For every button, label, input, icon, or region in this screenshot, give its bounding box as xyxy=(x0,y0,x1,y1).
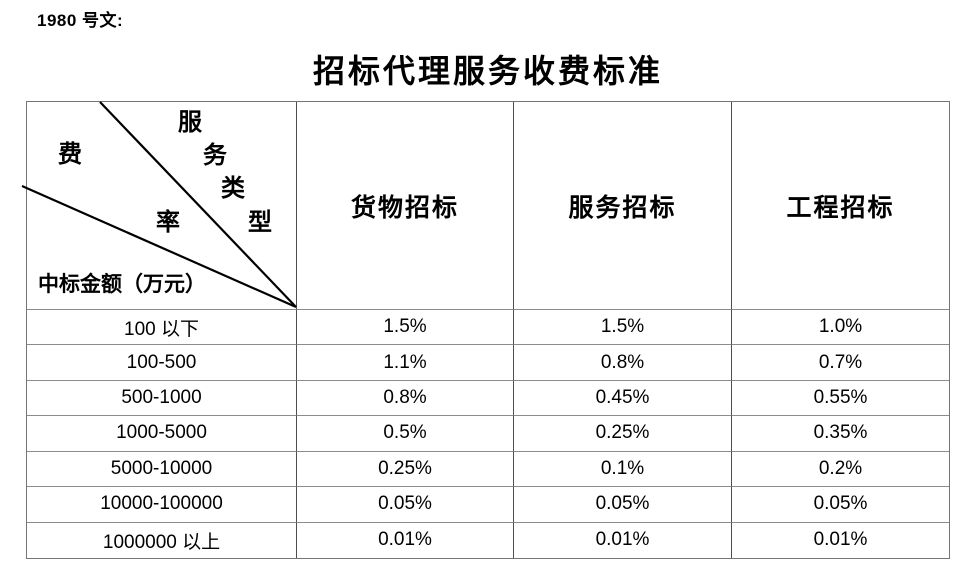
rate-cell: 0.01% xyxy=(514,522,732,558)
rate-cell: 1.1% xyxy=(297,345,514,381)
rate-cell: 0.7% xyxy=(732,345,949,381)
amount-cell: 5000-10000 xyxy=(27,451,297,488)
rate-cell: 0.5% xyxy=(297,416,514,452)
rate-cell: 0.8% xyxy=(297,380,514,417)
corner-cell: 服 务 类 型 费 率 中标金额（万元） xyxy=(21,101,297,310)
rate-cell: 0.55% xyxy=(732,381,949,417)
corner-amount-label: 中标金额（万元） xyxy=(38,272,206,296)
page-title: 招标代理服务收费标准 xyxy=(312,53,663,89)
rate-cell: 0.35% xyxy=(732,416,949,452)
rate-cell: 0.8% xyxy=(514,345,732,381)
rate-cell: 0.05% xyxy=(297,487,514,523)
amount-cell: 10000-100000 xyxy=(27,487,297,523)
rate-cell: 0.25% xyxy=(297,451,514,488)
diagonal-divider xyxy=(21,101,297,309)
corner-service-type-char: 务 xyxy=(203,143,227,169)
corner-service-type-char: 类 xyxy=(221,176,245,202)
rate-cell: 0.1% xyxy=(514,451,732,488)
column-header-goods: 货物招标 xyxy=(297,102,514,310)
amount-cell: 100-500 xyxy=(27,345,297,381)
amount-cell: 100 以下 xyxy=(27,310,297,346)
corner-service-type-char: 型 xyxy=(248,210,272,236)
corner-service-type-char: 服 xyxy=(178,110,202,136)
doc-ref-label: 1980 号文: xyxy=(37,11,124,30)
rate-cell: 0.05% xyxy=(732,487,949,523)
amount-cell: 1000000 以上 xyxy=(27,522,297,558)
rate-cell: 1.5% xyxy=(514,310,732,346)
amount-cell: 1000-5000 xyxy=(27,416,297,452)
rate-cell: 0.01% xyxy=(813,529,868,551)
column-header-engineering: 工程招标 xyxy=(732,102,949,310)
corner-fee-rate-char: 率 xyxy=(156,210,180,236)
rate-cell: 0.25% xyxy=(514,416,732,452)
rate-cell: 0.45% xyxy=(514,380,732,417)
rate-cell: 1.0% xyxy=(732,310,949,346)
rate-cell: 1.5% xyxy=(297,310,514,346)
rate-cell: 0.05% xyxy=(514,487,732,523)
rate-cell: 0.2% xyxy=(732,452,949,488)
column-header-services: 服务招标 xyxy=(514,102,732,310)
fee-table: 服 务 类 型 费 率 中标金额（万元） 货物招标 服务招标 工程招标 100 … xyxy=(21,101,950,559)
amount-cell: 500-1000 xyxy=(27,380,297,417)
corner-fee-rate-char: 费 xyxy=(58,142,82,168)
rate-cell: 0.01% xyxy=(297,522,514,558)
